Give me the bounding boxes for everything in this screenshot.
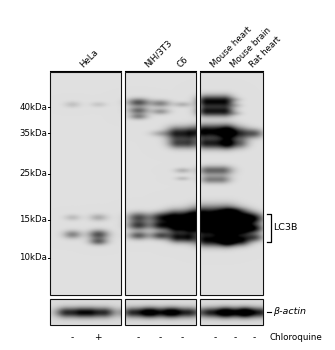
- Text: 10kDa: 10kDa: [19, 253, 47, 262]
- Bar: [200, 72, 263, 295]
- Bar: [50, 72, 121, 295]
- Text: -: -: [233, 334, 237, 343]
- Bar: [125, 299, 196, 325]
- Text: -: -: [136, 334, 140, 343]
- Text: Rat heart: Rat heart: [248, 34, 282, 69]
- Text: C6: C6: [176, 55, 190, 69]
- Text: -: -: [252, 334, 256, 343]
- Text: LC3B: LC3B: [273, 224, 297, 232]
- Text: 15kDa: 15kDa: [19, 216, 47, 224]
- Text: NIH/3T3: NIH/3T3: [143, 38, 174, 69]
- Text: -: -: [213, 334, 217, 343]
- Text: 35kDa: 35kDa: [19, 128, 47, 138]
- Text: Chloroquine: Chloroquine: [269, 334, 322, 343]
- Text: β-actin: β-actin: [273, 308, 306, 316]
- Text: HeLa: HeLa: [79, 47, 100, 69]
- Text: 40kDa: 40kDa: [19, 103, 47, 112]
- Text: Mouse brain: Mouse brain: [228, 25, 272, 69]
- Bar: [125, 72, 196, 295]
- Bar: [50, 299, 121, 325]
- Bar: [200, 299, 263, 325]
- Text: -: -: [180, 334, 184, 343]
- Text: 25kDa: 25kDa: [19, 169, 47, 178]
- Text: Mouse heart: Mouse heart: [209, 25, 253, 69]
- Text: -: -: [70, 334, 74, 343]
- Text: +: +: [94, 334, 102, 343]
- Text: -: -: [158, 334, 161, 343]
